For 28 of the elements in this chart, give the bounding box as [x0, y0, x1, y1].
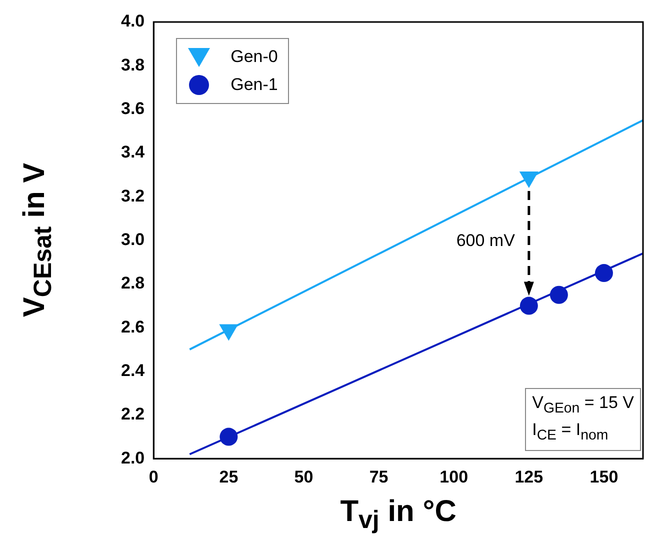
- point: [594, 264, 613, 282]
- x-tick-label: 100: [440, 467, 468, 486]
- y-tick-label: 2.2: [120, 404, 145, 424]
- point: [550, 286, 568, 304]
- y-tick-label: 3.4: [120, 142, 146, 162]
- y-tick-label: 2.6: [120, 317, 145, 336]
- y-tick-label: 2.8: [120, 274, 145, 293]
- x-tick-label: 0: [148, 467, 158, 486]
- x-tick-label: 75: [369, 467, 388, 486]
- y-tick-label: 3.2: [120, 186, 145, 206]
- annotation: V$_{GEon}$ = 15 V: [532, 392, 634, 418]
- point: [220, 428, 238, 446]
- x-tick-label: 50: [294, 467, 314, 486]
- y-tick-label: 4.0: [120, 12, 145, 31]
- legend-label: Gen-0: [230, 47, 278, 67]
- y-tick-label: 2.0: [120, 448, 145, 468]
- x-tick-label: 125: [514, 467, 544, 486]
- x-tick-label: 150: [590, 467, 618, 486]
- annotation: 600 mV: [456, 231, 516, 250]
- x-tick-label: 25: [219, 467, 238, 486]
- y-tick-label: 3.6: [120, 99, 145, 118]
- point: [520, 296, 538, 315]
- y-tick-label: 3.8: [120, 55, 145, 74]
- annotation: I$_{CE}$ = I$_{nom}$: [532, 419, 610, 446]
- legend-label: Gen-1: [230, 75, 278, 95]
- y-tick-label: 2.4: [120, 360, 146, 380]
- y-tick-label: 3.0: [120, 230, 145, 249]
- x-axis-title: T$_{vj}$ in °C: [339, 494, 458, 535]
